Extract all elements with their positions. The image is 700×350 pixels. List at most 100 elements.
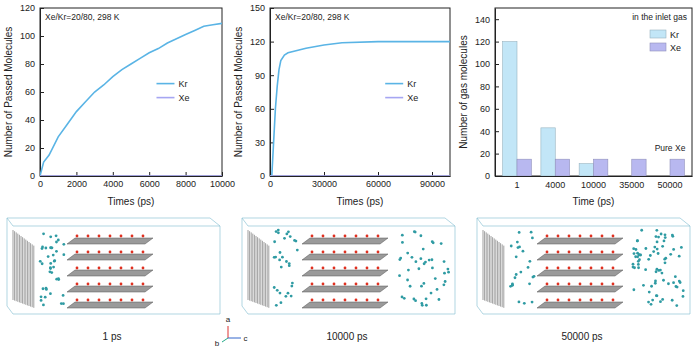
box-edge: [7, 218, 8, 306]
box-edge: [248, 314, 455, 315]
gas-atom: [418, 267, 421, 270]
x-axis-title: Times (ps): [108, 196, 155, 207]
layer: [67, 270, 153, 276]
x-axis-title: Time (ps): [573, 196, 615, 207]
gas-atom: [636, 240, 639, 243]
atom: [131, 235, 134, 238]
axis-triad: abc: [215, 315, 248, 349]
tick-mark: [40, 36, 44, 37]
tick-label: 1: [514, 180, 519, 190]
gas-atom: [637, 260, 640, 263]
atom: [87, 283, 90, 286]
bar: [555, 159, 569, 176]
atom: [612, 283, 615, 286]
gas-atom: [663, 239, 666, 242]
atom: [568, 283, 571, 286]
tick-label: 0: [30, 171, 35, 181]
atom: [76, 235, 79, 238]
tick-label: 150: [250, 3, 265, 13]
tick-label: 0: [268, 179, 273, 189]
gas-atom: [60, 302, 63, 305]
atom: [311, 299, 314, 302]
gas-atom: [284, 295, 287, 298]
gas-atom: [53, 260, 56, 263]
gas-atom: [637, 263, 640, 266]
legend-label: Xe: [670, 43, 681, 53]
gas-atom: [47, 255, 50, 258]
gas-atom: [647, 301, 650, 304]
gas-atom: [401, 241, 404, 244]
gas-atom: [447, 271, 450, 274]
atom: [311, 267, 314, 270]
gas-atom: [421, 304, 424, 307]
sim-box: [242, 218, 455, 314]
gas-atom: [676, 286, 679, 289]
atom: [366, 235, 369, 238]
slab: [497, 241, 498, 306]
gas-atom: [406, 252, 409, 255]
box-edge: [248, 226, 455, 227]
slab: [257, 237, 258, 303]
gas-atom: [49, 267, 52, 270]
series-line: [270, 175, 450, 176]
atom: [142, 267, 145, 270]
atom: [579, 267, 582, 270]
slab: [24, 238, 25, 304]
gas-atom: [637, 254, 640, 257]
gas-atom: [422, 282, 425, 285]
atom: [333, 267, 336, 270]
slab: [486, 232, 487, 301]
gas-atom: [442, 283, 445, 286]
atom: [98, 283, 101, 286]
gas-atom: [406, 279, 409, 282]
plot-area: [40, 23, 222, 176]
gas-atom: [281, 256, 284, 259]
slab: [30, 243, 31, 306]
snapshot-label: 1 ps: [103, 331, 122, 342]
gas-atom: [659, 300, 662, 303]
tick: 80: [25, 59, 44, 69]
atom: [557, 299, 560, 302]
box-edge: [242, 218, 243, 306]
gas-atom: [398, 258, 401, 261]
bar: [594, 159, 608, 176]
tick-label: 60: [25, 87, 35, 97]
gas-atom: [667, 282, 670, 285]
gas-atom: [291, 282, 294, 285]
plot-frame: [270, 8, 450, 176]
gas-atom: [519, 271, 522, 274]
bar: [670, 159, 684, 176]
gas-atom: [409, 285, 412, 288]
gas-atom: [528, 260, 531, 263]
atom: [98, 235, 101, 238]
gas-atom: [428, 259, 431, 262]
tick-label: 40: [480, 127, 490, 137]
atom: [109, 251, 112, 254]
gas-atom: [661, 245, 664, 248]
legend-label: Xe: [178, 93, 189, 103]
slab: [262, 241, 263, 306]
box-edge: [477, 306, 483, 314]
y-axis-title: Number of gas molecules: [458, 35, 469, 148]
layer: [67, 238, 153, 244]
gas-atom: [632, 263, 635, 266]
gas-atom: [443, 260, 446, 263]
box-edge: [242, 218, 248, 226]
tick-label: 0: [38, 179, 43, 189]
gas-atom: [287, 292, 290, 295]
atom: [579, 299, 582, 302]
gas-atom: [664, 261, 667, 264]
snapshot: 1 ps: [7, 218, 220, 342]
gas-atom: [49, 266, 52, 269]
legend-swatch: [650, 43, 666, 51]
gas-atom: [422, 248, 425, 251]
tick-label: 0: [260, 171, 265, 181]
slab: [264, 242, 265, 306]
gas-atom: [528, 282, 531, 285]
tick-label: 80: [25, 59, 35, 69]
box-edge: [13, 226, 220, 227]
tick-label: 6000: [140, 179, 160, 189]
box-edge: [7, 218, 13, 226]
gas-atom: [656, 294, 659, 297]
x-axis: 0200040006000800010000: [38, 172, 235, 189]
